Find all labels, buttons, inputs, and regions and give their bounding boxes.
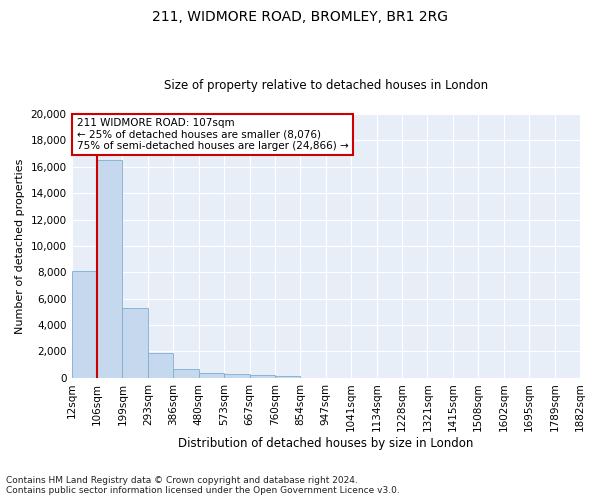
Text: 211, WIDMORE ROAD, BROMLEY, BR1 2RG: 211, WIDMORE ROAD, BROMLEY, BR1 2RG bbox=[152, 10, 448, 24]
Text: Contains HM Land Registry data © Crown copyright and database right 2024.
Contai: Contains HM Land Registry data © Crown c… bbox=[6, 476, 400, 495]
Title: Size of property relative to detached houses in London: Size of property relative to detached ho… bbox=[164, 79, 488, 92]
Bar bbox=[199, 374, 224, 378]
Bar bbox=[275, 376, 301, 378]
Bar bbox=[122, 308, 148, 378]
Bar bbox=[250, 375, 275, 378]
Bar bbox=[224, 374, 250, 378]
X-axis label: Distribution of detached houses by size in London: Distribution of detached houses by size … bbox=[178, 437, 473, 450]
Bar bbox=[71, 272, 97, 378]
Bar bbox=[173, 368, 199, 378]
Y-axis label: Number of detached properties: Number of detached properties bbox=[15, 158, 25, 334]
Bar bbox=[148, 354, 173, 378]
Text: 211 WIDMORE ROAD: 107sqm
← 25% of detached houses are smaller (8,076)
75% of sem: 211 WIDMORE ROAD: 107sqm ← 25% of detach… bbox=[77, 118, 349, 151]
Bar bbox=[97, 160, 122, 378]
